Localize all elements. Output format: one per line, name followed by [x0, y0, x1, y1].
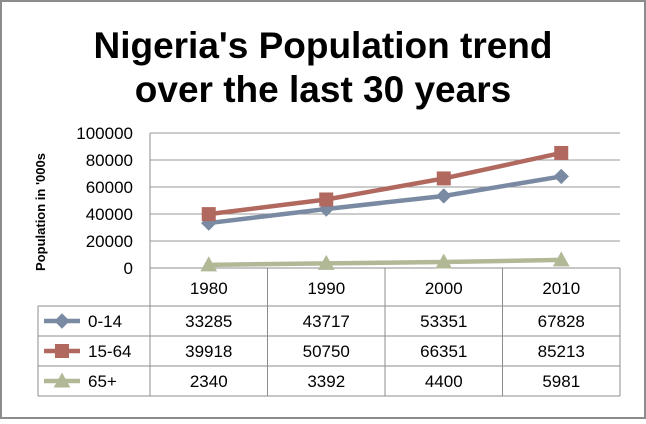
- data-point: [553, 168, 569, 185]
- x-tick-label: 1990: [307, 279, 345, 298]
- data-point: [53, 372, 71, 388]
- series-line: [208, 174, 562, 226]
- data-label: 67828: [538, 312, 585, 331]
- y-tick-label: 60000: [86, 178, 133, 197]
- data-point: [55, 344, 69, 358]
- x-tick-label: 2000: [425, 279, 463, 298]
- legend-label: 15-64: [88, 342, 131, 361]
- chart-title-line-1: Nigeria's Population trend: [93, 25, 552, 66]
- data-point: [554, 145, 569, 160]
- x-tick-label: 1980: [190, 279, 228, 298]
- data-label: 39918: [185, 342, 232, 361]
- y-tick-label: 100000: [76, 124, 133, 143]
- y-tick-label: 40000: [86, 205, 133, 224]
- chart-title-line-2: over the last 30 years: [135, 69, 511, 110]
- y-tick-label: 0: [124, 259, 133, 278]
- series-line: [208, 257, 562, 268]
- data-label: 2340: [190, 372, 228, 391]
- data-point: [200, 256, 218, 272]
- data-label: 66351: [420, 342, 467, 361]
- data-label: 5981: [542, 372, 580, 391]
- data-point: [436, 171, 451, 186]
- y-axis-label: Population in '000s: [33, 153, 48, 271]
- series-line: [208, 150, 562, 217]
- y-tick-label: 20000: [86, 232, 133, 251]
- legend-label: 65+: [88, 372, 117, 391]
- data-point: [54, 313, 70, 329]
- data-point: [435, 253, 453, 269]
- data-point: [436, 188, 452, 204]
- data-label: 43717: [303, 312, 350, 331]
- y-tick-label: 80000: [86, 151, 133, 170]
- data-label: 85213: [538, 342, 585, 361]
- data-point: [552, 251, 570, 267]
- data-label: 53351: [420, 312, 467, 331]
- data-point: [319, 192, 334, 207]
- data-point: [201, 207, 216, 222]
- legend-label: 0-14: [88, 312, 122, 331]
- data-label: 33285: [185, 312, 232, 331]
- data-point: [317, 254, 335, 270]
- data-label: 50750: [303, 342, 350, 361]
- data-label: 3392: [307, 372, 345, 391]
- x-tick-label: 2010: [542, 279, 580, 298]
- data-label: 4400: [425, 372, 463, 391]
